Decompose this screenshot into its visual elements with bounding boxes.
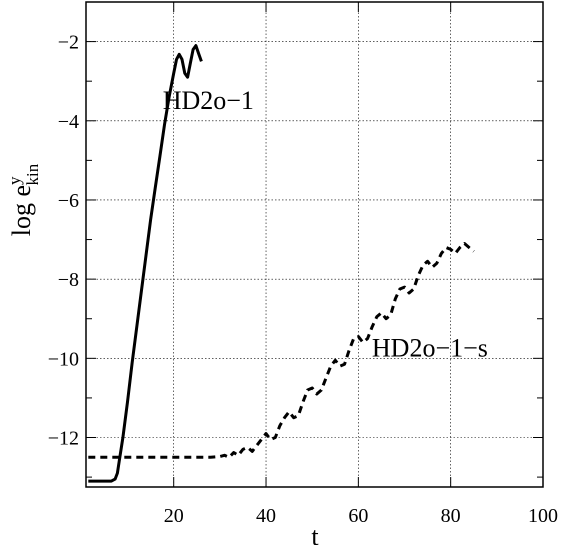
y-axis-title-sup: y bbox=[5, 176, 24, 185]
y-tick-label: −12 bbox=[48, 428, 79, 450]
x-tick-label: 60 bbox=[348, 505, 368, 527]
y-axis-title-sub: kin bbox=[23, 163, 42, 185]
y-axis-title: log eykin bbox=[5, 163, 42, 236]
y-tick-label: −8 bbox=[58, 269, 79, 291]
y-tick-label: −10 bbox=[48, 348, 79, 370]
series-line-2 bbox=[88, 242, 475, 459]
x-axis-title: t bbox=[311, 522, 319, 545]
y-axis-title-base: log e bbox=[7, 185, 36, 236]
tick-labels: 20 40 60 80 100 −2 −4 −6 −8 −10 −12 bbox=[48, 32, 558, 527]
grid-lines bbox=[86, 2, 543, 487]
plot-frame bbox=[85, 1, 544, 488]
y-tick-label: −4 bbox=[58, 111, 79, 133]
series-label-2: HD2o−1−s bbox=[372, 333, 488, 362]
data-series bbox=[88, 44, 475, 483]
y-tick-label: −2 bbox=[58, 32, 79, 54]
series-annotations: HD2o−1 HD2o−1−s bbox=[163, 86, 488, 362]
y-tick-label: −6 bbox=[58, 190, 79, 212]
x-tick-label: 80 bbox=[441, 505, 461, 527]
x-tick-label: 100 bbox=[528, 505, 558, 527]
series-label-1: HD2o−1 bbox=[163, 86, 254, 115]
series-line-1 bbox=[88, 44, 203, 483]
x-tick-label: 20 bbox=[164, 505, 184, 527]
x-tick-label: 40 bbox=[256, 505, 276, 527]
axis-ticks bbox=[86, 2, 544, 487]
